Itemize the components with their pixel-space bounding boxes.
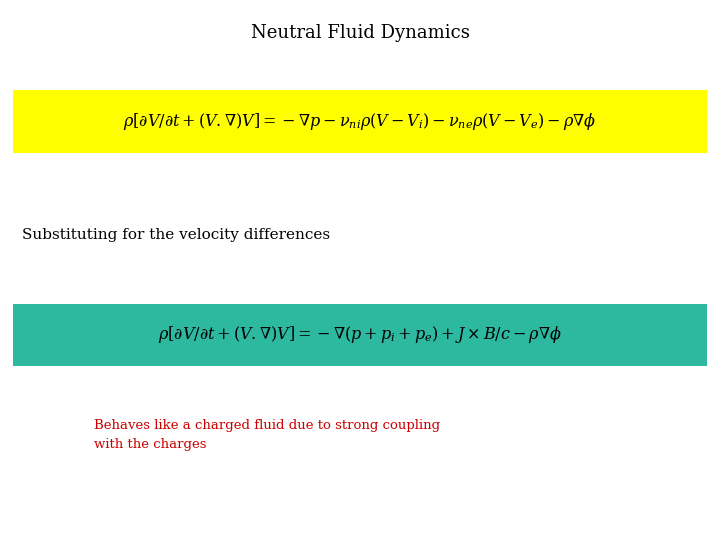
Text: Substituting for the velocity differences: Substituting for the velocity difference…	[22, 228, 330, 242]
Text: Neutral Fluid Dynamics: Neutral Fluid Dynamics	[251, 24, 469, 42]
FancyBboxPatch shape	[13, 303, 707, 366]
Text: $\rho[\partial V / \partial t + (V.\nabla)V] = -\nabla(p + p_i + p_e) + J \times: $\rho[\partial V / \partial t + (V.\nabl…	[158, 325, 562, 345]
Text: Behaves like a charged fluid due to strong coupling
with the charges: Behaves like a charged fluid due to stro…	[94, 418, 440, 451]
FancyBboxPatch shape	[13, 90, 707, 152]
Text: $\rho[\partial V / \partial t + (V.\nabla)V] = -\nabla p - \nu_{ni}\rho(V - V_i): $\rho[\partial V / \partial t + (V.\nabl…	[123, 111, 597, 132]
